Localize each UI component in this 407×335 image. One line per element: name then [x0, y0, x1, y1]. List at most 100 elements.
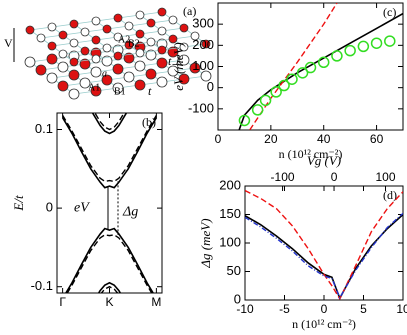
series-group [61, 113, 158, 293]
atom [178, 73, 190, 85]
atom [190, 31, 200, 41]
series-line [64, 227, 155, 293]
data-point [357, 40, 370, 53]
atom [123, 52, 135, 64]
plot-frame [217, 2, 404, 131]
atom [113, 32, 123, 42]
data-point [384, 35, 396, 47]
atom [91, 16, 101, 26]
atom [80, 27, 90, 37]
y-tick-label: 100 [219, 234, 241, 249]
atom [68, 69, 80, 81]
atom [156, 76, 168, 88]
atom [157, 7, 167, 17]
series-line [249, 3, 338, 130]
atom [79, 58, 91, 70]
panel-label: (c) [383, 5, 396, 19]
x-tick-label: M [151, 295, 161, 309]
atom [112, 82, 124, 94]
atom [135, 48, 145, 58]
series-line [245, 189, 403, 300]
y-tick-label: -100 [188, 100, 214, 115]
y-tick-label: 0 [207, 79, 214, 94]
atom [157, 45, 167, 55]
series-line [94, 113, 125, 131]
data-point [251, 104, 264, 116]
diagram-label: a [102, 68, 107, 79]
atom [46, 72, 58, 84]
atom [80, 46, 90, 56]
atom [68, 88, 80, 100]
x2-axis-label: Vg (V) [307, 153, 341, 168]
x-tick-label: 60 [370, 132, 384, 146]
atom [134, 60, 146, 72]
series-line [245, 212, 403, 300]
atom [189, 62, 201, 74]
atom [35, 64, 47, 76]
annotation: eV [74, 200, 90, 215]
atom [113, 13, 123, 23]
series-line [238, 12, 403, 130]
atom [69, 19, 79, 29]
x-tick-label: 5 [360, 302, 367, 316]
series-line [100, 285, 119, 293]
x-tick-label: 0 [215, 132, 222, 146]
x-tick-label: 20 [264, 132, 278, 146]
annotation: Δg [122, 204, 138, 219]
data-point [270, 86, 282, 98]
atom [134, 79, 146, 91]
data-point [317, 56, 330, 69]
data-point [259, 94, 272, 107]
y-axis-label: E/t [11, 195, 26, 212]
series-group [238, 3, 403, 130]
diagram-label: A2 [118, 34, 130, 45]
atom [24, 56, 36, 68]
x-tick-label: -10 [236, 302, 254, 316]
y-tick-label: 50 [227, 263, 241, 278]
y-tick-label: 0 [234, 291, 241, 306]
atom [201, 39, 211, 49]
y-tick-label: 150 [219, 206, 241, 221]
x2-tick-label: 100 [375, 170, 395, 184]
atom [58, 30, 68, 40]
y-tick-label: 100 [192, 58, 214, 73]
diagram-label: B1 [114, 86, 126, 97]
atom [69, 38, 79, 48]
atom [91, 54, 101, 64]
atom [47, 41, 57, 51]
y-tick-label: 0.1 [35, 121, 53, 136]
atom [135, 10, 145, 20]
atom [69, 57, 79, 67]
data-point [278, 79, 290, 92]
atom [90, 66, 102, 78]
atom [90, 85, 102, 97]
panel-label: (d) [383, 188, 397, 202]
data-point [344, 44, 356, 57]
atom [156, 57, 168, 69]
data-point [296, 67, 309, 79]
diagram-label: t⊥ [168, 54, 182, 68]
x-tick-label: K [105, 295, 113, 309]
plot-frame [244, 185, 404, 301]
x-tick-label: 0 [321, 302, 328, 316]
panel-label: (a) [183, 4, 196, 18]
atom [124, 40, 134, 50]
atom [25, 25, 35, 35]
atom [200, 70, 212, 82]
diagram-label: V [4, 36, 13, 50]
atom [124, 21, 134, 31]
diagram-label: B2 [128, 38, 140, 49]
x-axis-label: n (10¹² cm⁻²) [279, 147, 343, 161]
y-tick-label: 200 [192, 37, 214, 52]
plot-frame [56, 112, 163, 294]
atom [57, 80, 69, 92]
atom [101, 55, 113, 67]
atom [57, 61, 69, 73]
y-axis-label: Δg (meV) [198, 218, 213, 268]
x-tick-label: -5 [279, 302, 290, 316]
lattice-diagram [13, 7, 212, 100]
atom [157, 26, 167, 36]
atom [102, 24, 112, 34]
atom [145, 49, 157, 61]
atom [101, 74, 113, 86]
